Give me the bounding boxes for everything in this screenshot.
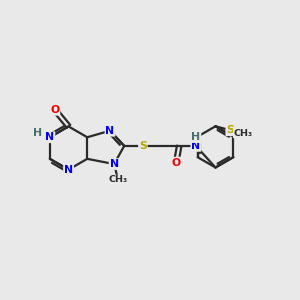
- Text: H: H: [191, 132, 200, 142]
- Text: N: N: [110, 159, 119, 169]
- Text: O: O: [50, 105, 59, 115]
- Text: N: N: [106, 126, 115, 136]
- Text: N: N: [45, 132, 54, 142]
- Text: O: O: [172, 158, 181, 168]
- Text: S: S: [226, 125, 234, 135]
- Text: N: N: [64, 165, 73, 175]
- Text: S: S: [139, 141, 147, 151]
- Text: N: N: [191, 141, 200, 151]
- Text: CH₃: CH₃: [109, 175, 128, 184]
- Text: CH₃: CH₃: [233, 129, 253, 138]
- Text: H: H: [32, 128, 42, 138]
